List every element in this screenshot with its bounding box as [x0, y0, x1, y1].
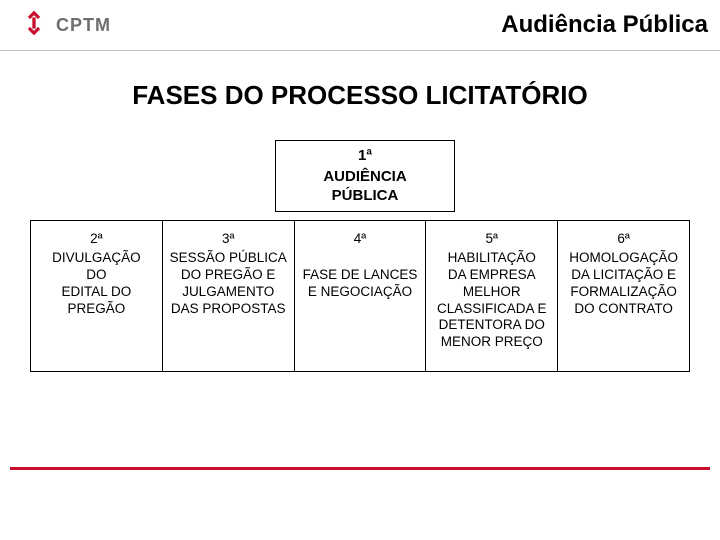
phase-num: 5ª — [432, 231, 551, 248]
phase-num: 2ª — [37, 231, 156, 248]
phase1-text: AUDIÊNCIA PÚBLICA — [280, 168, 450, 206]
slide: CPTM Audiência Pública FASES DO PROCESSO… — [0, 0, 720, 540]
phase-num: 6ª — [564, 231, 683, 248]
header: CPTM Audiência Pública — [0, 0, 720, 50]
brand-text: CPTM — [56, 15, 111, 36]
phase-col: 4ª FASE DE LANCES E NEGOCIAÇÃO — [295, 221, 427, 371]
phase-text: FASE DE LANCES E NEGOCIAÇÃO — [301, 250, 420, 301]
phase-text: HOMOLOGAÇÃO DA LICITAÇÃO E FORMALIZAÇÃO … — [564, 250, 683, 318]
logo: CPTM — [20, 9, 111, 42]
phase-text: HABILITAÇÃO DA EMPRESA MELHOR CLASSIFICA… — [432, 250, 551, 351]
phase-col: 3ª SESSÃO PÚBLICA DO PREGÃO E JULGAMENTO… — [163, 221, 295, 371]
phase-text: SESSÃO PÚBLICA DO PREGÃO E JULGAMENTO DA… — [169, 250, 288, 318]
page-title: Audiência Pública — [501, 11, 710, 39]
footer-accent-bar — [10, 467, 710, 470]
phase-num: 4ª — [301, 231, 420, 248]
phase-num: 3ª — [169, 231, 288, 248]
phase-col: 2ª DIVULGAÇÃO DO EDITAL DO PREGÃO — [31, 221, 163, 371]
phase-text: DIVULGAÇÃO DO EDITAL DO PREGÃO — [37, 250, 156, 318]
phases-table: 2ª DIVULGAÇÃO DO EDITAL DO PREGÃO 3ª SES… — [30, 220, 690, 372]
phase1-num: 1ª — [280, 147, 450, 166]
phase-col: 5ª HABILITAÇÃO DA EMPRESA MELHOR CLASSIF… — [426, 221, 558, 371]
cptm-logo-icon — [20, 9, 48, 42]
phase-col: 6ª HOMOLOGAÇÃO DA LICITAÇÃO E FORMALIZAÇ… — [558, 221, 689, 371]
section-title: FASES DO PROCESSO LICITATÓRIO — [0, 80, 720, 111]
header-rule — [0, 50, 720, 51]
phase1-box: 1ª AUDIÊNCIA PÚBLICA — [275, 140, 455, 212]
